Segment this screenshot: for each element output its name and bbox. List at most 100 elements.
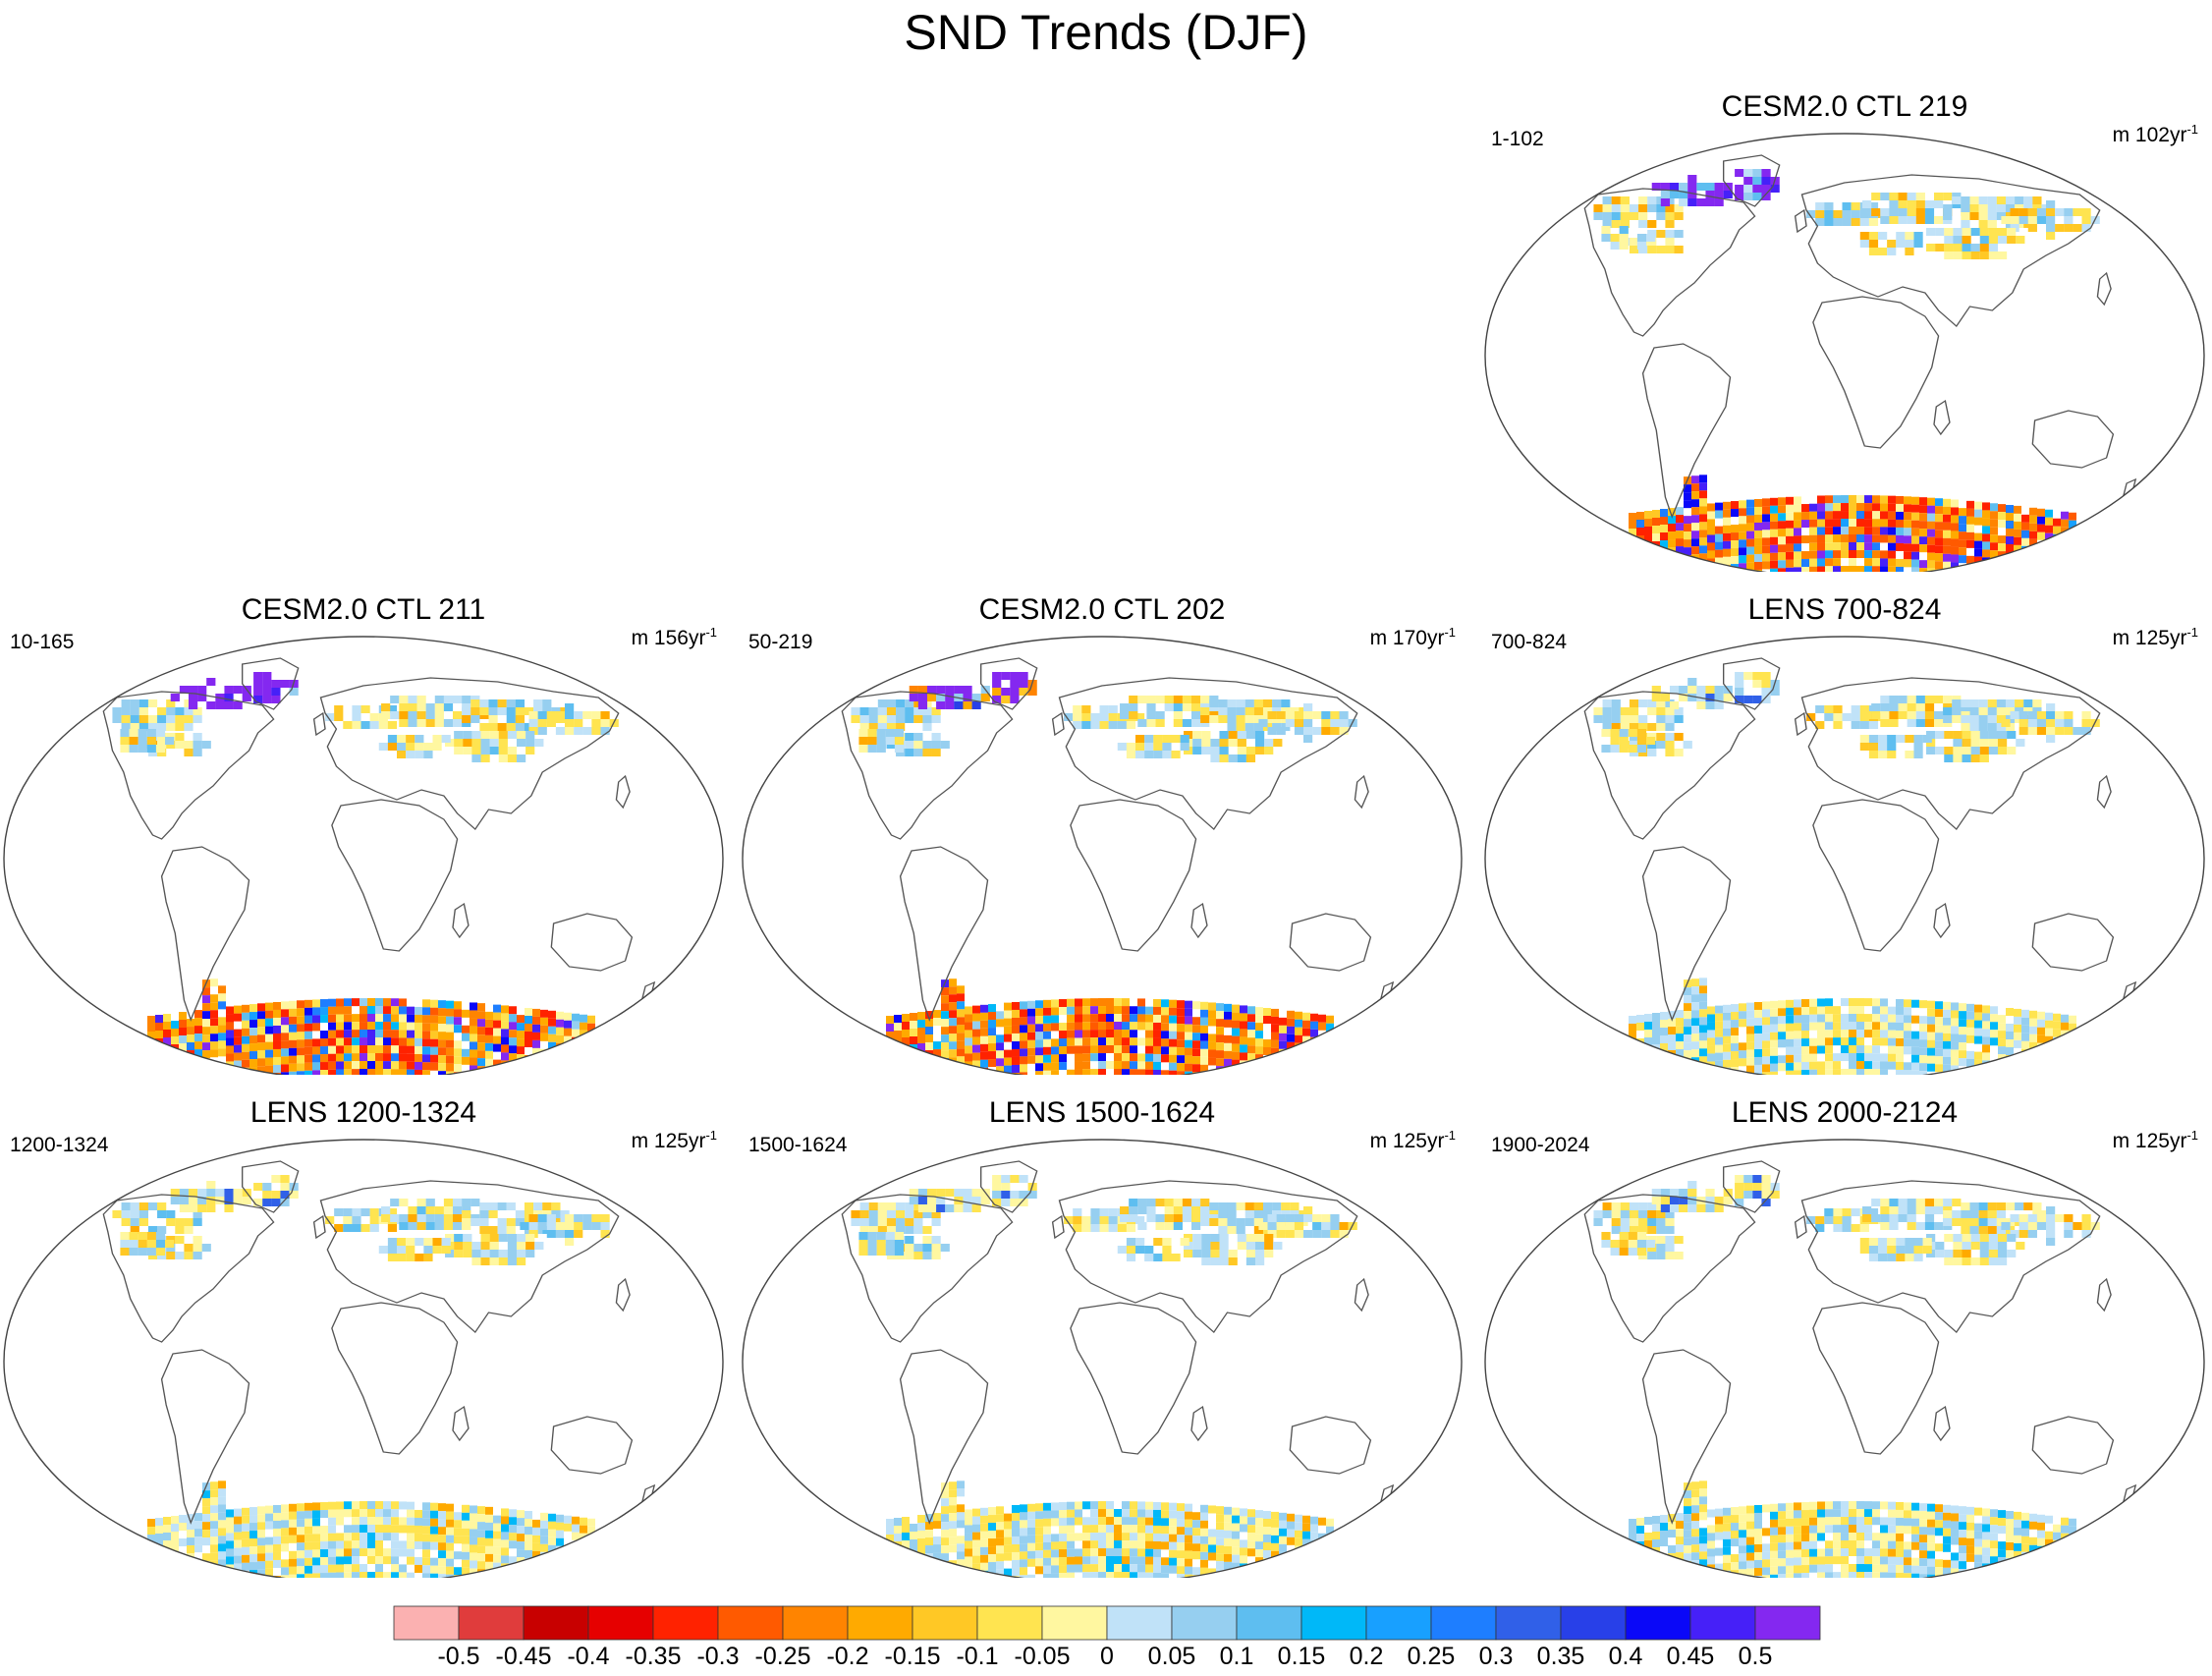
snow-trend-cell bbox=[498, 1250, 508, 1257]
snow-trend-cell bbox=[1952, 699, 1962, 707]
snow-trend-cell bbox=[1099, 721, 1109, 729]
coastline bbox=[102, 691, 275, 840]
snow-trend-cell bbox=[1153, 1006, 1161, 1015]
snow-trend-cell bbox=[1182, 1199, 1192, 1206]
snow-trend-cell bbox=[194, 1026, 202, 1034]
snow-trend-cell bbox=[1285, 1222, 1295, 1230]
snow-trend-cell bbox=[422, 1046, 430, 1055]
snow-trend-cell bbox=[462, 1543, 470, 1552]
snow-trend-cell bbox=[289, 1032, 297, 1040]
snow-trend-cell bbox=[226, 1014, 234, 1023]
snow-trend-cell bbox=[1636, 737, 1647, 745]
snow-trend-cell bbox=[155, 1517, 163, 1526]
snow-trend-cell bbox=[980, 1035, 988, 1044]
snow-trend-cell bbox=[194, 1521, 202, 1530]
snow-trend-cell bbox=[1122, 1509, 1130, 1518]
snow-trend-cell bbox=[2046, 200, 2056, 208]
snow-trend-cell bbox=[273, 1543, 281, 1552]
snow-trend-cell bbox=[1715, 1036, 1723, 1045]
snow-trend-cell bbox=[905, 699, 914, 707]
snow-trend-cell bbox=[407, 1509, 415, 1518]
snow-trend-cell bbox=[565, 727, 575, 735]
snow-trend-cell bbox=[1082, 1525, 1090, 1534]
snow-trend-cell bbox=[1232, 1035, 1240, 1044]
snow-trend-cell bbox=[1636, 242, 1647, 250]
snow-trend-cell bbox=[352, 1061, 359, 1070]
snow-trend-cell bbox=[166, 1210, 176, 1218]
snow-trend-cell bbox=[1707, 1022, 1715, 1031]
snow-trend-cell bbox=[434, 696, 444, 703]
snow-trend-cell bbox=[2037, 547, 2045, 556]
snow-trend-cell bbox=[415, 735, 424, 743]
snow-trend-cell bbox=[1794, 504, 1801, 513]
snow-trend-cell bbox=[438, 1550, 446, 1559]
snow-trend-cell bbox=[138, 699, 148, 707]
snow-trend-cell bbox=[1817, 503, 1825, 512]
snow-trend-cell bbox=[1871, 711, 1881, 719]
snow-trend-cell bbox=[477, 1011, 485, 1020]
snow-trend-cell bbox=[1020, 1056, 1027, 1065]
snow-trend-cell bbox=[1896, 1022, 1904, 1031]
snow-trend-cell bbox=[179, 1523, 187, 1532]
snow-trend-cell bbox=[1887, 248, 1897, 255]
snow-trend-cell bbox=[506, 699, 516, 707]
snow-trend-cell bbox=[501, 1021, 509, 1030]
snow-trend-cell bbox=[1114, 998, 1122, 1007]
snow-trend-cell bbox=[972, 1563, 980, 1572]
snow-trend-cell bbox=[876, 1248, 886, 1256]
snow-trend-cell bbox=[1035, 1071, 1043, 1075]
snow-trend-cell bbox=[147, 1542, 155, 1550]
snow-trend-cell bbox=[1743, 193, 1753, 200]
snow-trend-cell bbox=[1200, 1072, 1208, 1075]
snow-trend-cell bbox=[1098, 1509, 1106, 1518]
snow-trend-cell bbox=[206, 701, 216, 709]
snow-trend-cell bbox=[896, 699, 906, 707]
snow-trend-cell bbox=[1801, 551, 1809, 560]
snow-trend-cell bbox=[954, 1204, 964, 1212]
snow-trend-cell bbox=[1864, 503, 1872, 512]
snow-trend-cell bbox=[1090, 1208, 1100, 1216]
snow-trend-cell bbox=[273, 1520, 281, 1529]
snow-trend-cell bbox=[1889, 696, 1899, 703]
snow-trend-cell bbox=[387, 705, 398, 713]
snow-trend-cell bbox=[304, 1565, 312, 1574]
snow-trend-cell bbox=[224, 1189, 234, 1197]
snow-trend-cell bbox=[506, 715, 516, 723]
snow-trend-cell bbox=[1746, 1018, 1754, 1027]
snow-trend-cell bbox=[913, 1226, 923, 1234]
snow-trend-cell bbox=[1200, 715, 1210, 723]
snow-trend-cell bbox=[378, 721, 388, 729]
snow-trend-cell bbox=[591, 711, 601, 719]
snow-trend-cell bbox=[1660, 1020, 1668, 1029]
snow-trend-cell bbox=[257, 1553, 265, 1562]
snow-trend-cell bbox=[312, 1565, 320, 1574]
snow-trend-cell bbox=[933, 1057, 941, 1066]
snow-trend-cell bbox=[391, 1548, 399, 1557]
snow-trend-cell bbox=[1889, 200, 1899, 208]
snow-trend-cell bbox=[1723, 1004, 1731, 1013]
snow-trend-cell bbox=[587, 1565, 595, 1574]
snow-trend-cell bbox=[1934, 216, 1944, 224]
snow-trend-cell bbox=[328, 1037, 336, 1046]
snow-trend-cell bbox=[1043, 1015, 1051, 1024]
snow-trend-cell bbox=[336, 1006, 344, 1015]
snow-trend-cell bbox=[179, 1515, 187, 1524]
snow-trend-cell bbox=[1660, 532, 1668, 541]
snow-trend-cell bbox=[1185, 1055, 1192, 1064]
snow-trend-cell bbox=[1090, 1525, 1098, 1534]
snow-trend-cell bbox=[289, 1039, 297, 1048]
snow-trend-cell bbox=[546, 719, 556, 727]
snow-trend-cell bbox=[931, 733, 941, 741]
snow-trend-cell bbox=[1153, 735, 1163, 743]
snow-trend-cell bbox=[1684, 1011, 1691, 1020]
snow-trend-cell bbox=[1684, 1074, 1691, 1075]
snow-trend-cell bbox=[1761, 185, 1771, 193]
snow-trend-cell bbox=[1815, 202, 1825, 210]
snow-trend-cell bbox=[1161, 1510, 1169, 1519]
snow-trend-cell bbox=[1987, 707, 1997, 715]
snow-trend-cell bbox=[1059, 1541, 1067, 1550]
snow-trend-cell bbox=[902, 1036, 910, 1045]
coastline bbox=[319, 677, 620, 830]
snow-trend-cell bbox=[375, 1045, 383, 1054]
snow-trend-cell bbox=[1691, 1041, 1699, 1050]
